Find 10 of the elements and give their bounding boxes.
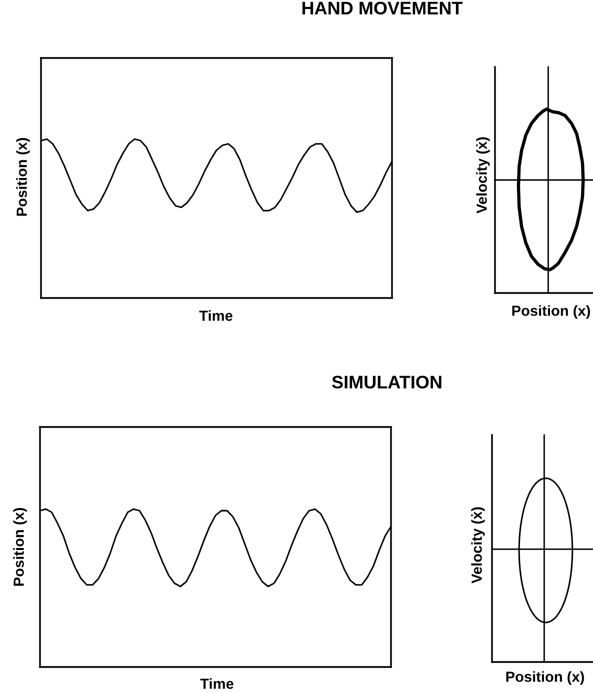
chart-title: SIMULATION (332, 376, 442, 389)
chart-title: HAND MOVEMENT (302, 2, 463, 15)
y-axis-title: Position (x) (16, 138, 30, 216)
text: Position (x) (512, 305, 590, 319)
text: Velocity (ẋ) (471, 507, 485, 584)
x-axis-title: Time (199, 310, 232, 321)
x-axis-title: Time (200, 678, 234, 689)
text: Velocity (ẋ) (476, 137, 490, 214)
y-axis-title: Position (x) (13, 508, 27, 586)
text: Position (x) (506, 671, 584, 685)
